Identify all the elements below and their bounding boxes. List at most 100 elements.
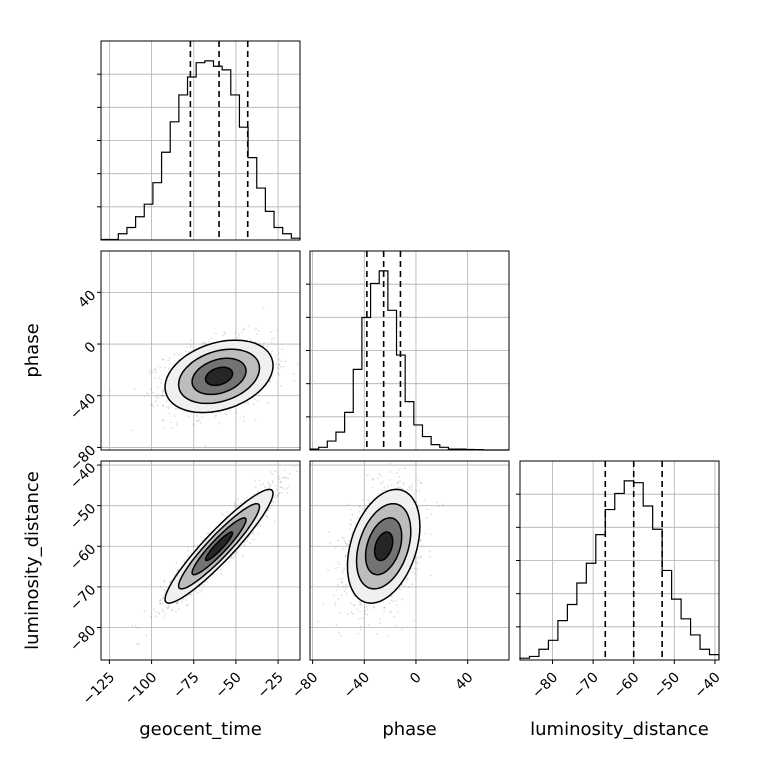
sample-point — [167, 359, 170, 362]
sample-point — [176, 602, 179, 604]
sample-point — [262, 483, 265, 485]
sample-point — [170, 609, 173, 612]
sample-point — [246, 540, 249, 543]
x-axis-luminosity_distance: −80 −70 −60 −50 −40 — [529, 660, 724, 702]
sample-point — [160, 382, 162, 384]
sample-point — [296, 457, 298, 459]
sample-point — [224, 412, 226, 414]
sample-point — [167, 604, 170, 607]
sample-point — [428, 550, 431, 553]
sample-point — [155, 371, 157, 373]
sample-point — [161, 358, 164, 361]
sample-point — [159, 599, 161, 602]
sample-point — [239, 417, 242, 419]
sample-point — [150, 616, 152, 618]
sample-point — [223, 331, 226, 333]
sample-point — [187, 549, 190, 552]
sample-point — [244, 402, 247, 404]
sample-point — [293, 466, 295, 468]
sample-point — [421, 544, 423, 547]
sample-point — [175, 610, 177, 613]
sample-point — [372, 478, 375, 481]
sample-point — [266, 345, 269, 348]
sample-point — [350, 602, 352, 605]
sample-point — [183, 560, 186, 563]
sample-point — [252, 403, 255, 406]
sample-point — [166, 607, 169, 609]
sample-point — [390, 610, 392, 613]
sample-point — [190, 593, 193, 596]
sample-point — [351, 531, 354, 534]
sample-point — [175, 561, 178, 564]
sample-point — [359, 506, 362, 509]
sample-point — [364, 606, 366, 609]
sample-point — [109, 389, 111, 391]
sample-point — [358, 510, 361, 513]
sample-point — [195, 414, 198, 417]
sample-point — [243, 328, 246, 330]
sample-point — [349, 523, 351, 526]
sample-point — [293, 379, 296, 382]
sample-point — [266, 515, 268, 518]
sample-point — [351, 513, 354, 516]
sample-point — [417, 506, 420, 508]
sample-point — [169, 580, 172, 583]
sample-point — [277, 372, 280, 375]
sample-point — [157, 611, 160, 614]
sample-point — [234, 332, 237, 334]
sample-point — [187, 546, 190, 549]
sample-point — [402, 483, 404, 486]
sample-point — [175, 602, 178, 605]
sample-point — [169, 357, 171, 359]
sample-point — [230, 557, 233, 560]
sample-point — [277, 493, 280, 496]
sample-point — [413, 492, 415, 495]
sample-point — [197, 591, 200, 594]
sample-point — [362, 508, 364, 510]
sample-point — [372, 605, 375, 608]
sample-point — [274, 484, 277, 487]
sample-point — [168, 363, 171, 366]
sample-point — [399, 486, 402, 489]
sample-point — [162, 419, 164, 422]
sample-point — [157, 386, 159, 389]
sample-point — [402, 488, 404, 490]
sample-point — [328, 531, 331, 533]
sample-point — [206, 581, 209, 584]
sample-point — [159, 586, 162, 588]
sample-point — [278, 363, 281, 366]
sample-point — [220, 573, 223, 576]
sample-point — [383, 606, 386, 609]
sample-point — [400, 584, 403, 586]
sample-point — [159, 366, 162, 369]
sample-point — [277, 494, 279, 497]
sample-point — [353, 604, 356, 607]
sample-point — [359, 601, 362, 604]
sample-point — [150, 388, 153, 391]
y-tick-label: −40 — [67, 391, 99, 423]
sample-point — [149, 372, 152, 375]
sample-point — [269, 380, 272, 383]
sample-point — [416, 452, 418, 454]
panel-frame — [519, 460, 720, 661]
sample-point — [279, 481, 282, 484]
sample-point — [397, 481, 400, 484]
sample-point — [236, 551, 239, 554]
x-axis-geocent_time: −125 −100 −75 −50 −25 — [80, 660, 287, 708]
x-tick-label: −40 — [341, 670, 373, 702]
sample-point — [270, 331, 273, 334]
sample-point — [376, 633, 378, 635]
sample-point — [387, 485, 389, 488]
sample-point — [147, 393, 150, 396]
sample-point — [150, 404, 153, 406]
sample-point — [270, 352, 273, 355]
sample-point — [343, 537, 345, 540]
sample-point — [344, 542, 347, 545]
sample-point — [341, 581, 343, 583]
sample-point — [269, 471, 272, 473]
sample-point — [254, 486, 257, 489]
sample-point — [262, 344, 264, 347]
panel-frame — [309, 460, 510, 661]
sample-point — [247, 325, 250, 327]
